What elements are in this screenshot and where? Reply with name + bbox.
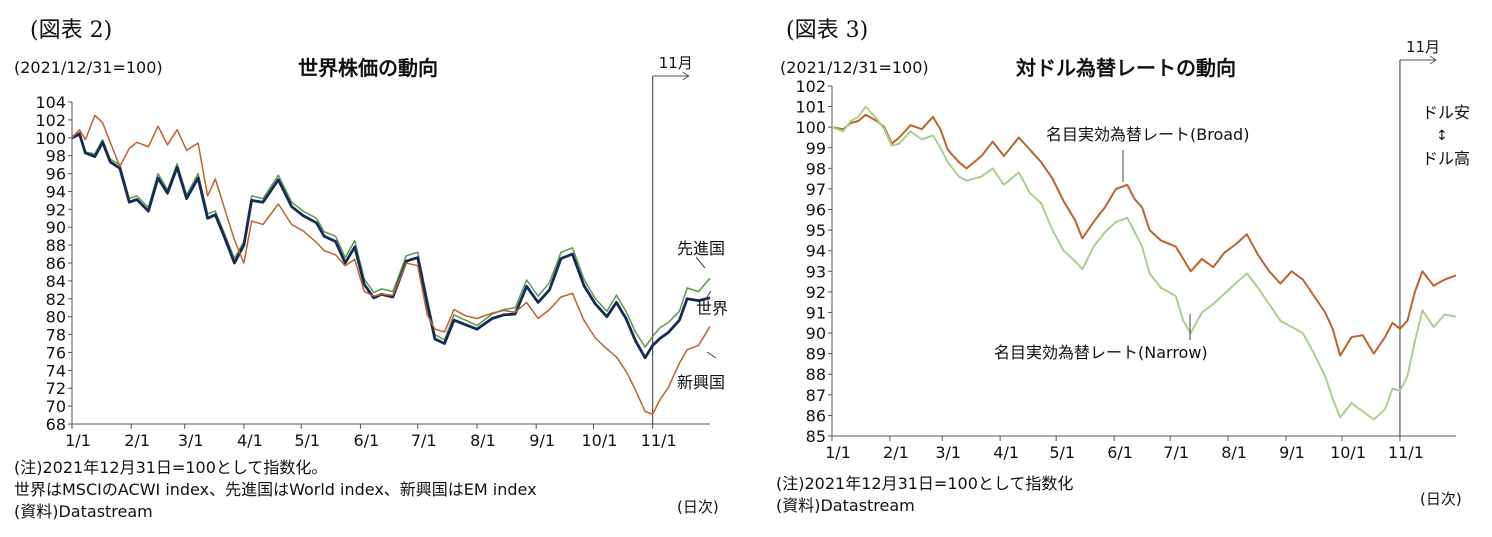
y-tick-label: 84 bbox=[46, 272, 66, 291]
y-tick-label: 97 bbox=[806, 180, 826, 199]
y-tick-label: 98 bbox=[46, 147, 66, 166]
figure-label: (図表 2) bbox=[30, 18, 113, 43]
y-tick-label: 91 bbox=[806, 303, 826, 322]
y-tick-label: 92 bbox=[806, 283, 826, 302]
y-tick-label: 95 bbox=[806, 221, 826, 240]
y-tick-label: 92 bbox=[46, 200, 66, 219]
annotation-arrow bbox=[695, 256, 706, 269]
x-tick-label: 8/1 bbox=[470, 431, 496, 450]
series-line bbox=[71, 132, 711, 360]
month-marker-arrowhead bbox=[1429, 55, 1437, 65]
unit-label: (日次) bbox=[1420, 490, 1462, 508]
series-annotation: 先進国 bbox=[677, 239, 725, 258]
series-line bbox=[831, 113, 1457, 357]
x-tick-label: 7/1 bbox=[411, 431, 437, 450]
y-tick-label: 85 bbox=[806, 427, 826, 446]
x-tick-label: 10/1 bbox=[582, 431, 618, 450]
chart-title: 対ドル為替レートの動向 bbox=[1016, 56, 1236, 80]
y-tick-label: 86 bbox=[46, 254, 66, 273]
month-marker-label: 11月 bbox=[1406, 38, 1440, 56]
y-tick-label: 68 bbox=[46, 415, 66, 434]
dollar-weak-label: ドル安 bbox=[1422, 103, 1470, 122]
y-tick-label: 100 bbox=[35, 129, 66, 148]
x-tick-label: 2/1 bbox=[124, 431, 150, 450]
x-tick-label: 8/1 bbox=[1221, 443, 1247, 462]
x-tick-label: 3/1 bbox=[178, 431, 204, 450]
y-tick-label: 76 bbox=[46, 343, 66, 362]
updown-arrow-icon: ↕ bbox=[1436, 128, 1448, 144]
y-tick-label: 93 bbox=[806, 262, 826, 281]
index-base-label: (2021/12/31=100) bbox=[14, 58, 163, 77]
x-tick-label: 5/1 bbox=[1049, 443, 1075, 462]
x-tick-label: 9/1 bbox=[529, 431, 555, 450]
series-annotation: 名目実効為替レート(Narrow) bbox=[994, 343, 1208, 362]
x-tick-label: 1/1 bbox=[65, 431, 91, 450]
y-tick-label: 99 bbox=[806, 139, 826, 158]
series-line bbox=[831, 105, 1457, 421]
fx-chart-panel: (図表 3) (2021/12/31=100) 対ドル為替レートの動向 85 86… bbox=[746, 0, 1492, 537]
x-tick-label: 6/1 bbox=[1107, 443, 1133, 462]
x-tick-label: 11/1 bbox=[641, 431, 677, 450]
y-tick-label: 86 bbox=[806, 406, 826, 425]
y-tick-label: 72 bbox=[46, 379, 66, 398]
x-tick-label: 1/1 bbox=[825, 443, 851, 462]
x-tick-label: 5/1 bbox=[294, 431, 320, 450]
series-line bbox=[71, 131, 711, 348]
y-tick-label: 104 bbox=[35, 93, 66, 112]
y-tick-label: 82 bbox=[46, 290, 66, 309]
note-line: 世界はMSCIのACWI index、先進国はWorld index、新興国はE… bbox=[14, 480, 537, 499]
y-tick-label: 102 bbox=[35, 111, 66, 130]
index-base-label: (2021/12/31=100) bbox=[780, 58, 929, 77]
y-tick-label: 100 bbox=[795, 118, 826, 137]
x-tick-label: 4/1 bbox=[237, 431, 263, 450]
annotation-arrow bbox=[706, 351, 717, 359]
x-tick-label: 7/1 bbox=[1163, 443, 1189, 462]
y-tick-label: 96 bbox=[806, 201, 826, 220]
x-tick-label: 2/1 bbox=[883, 443, 909, 462]
y-tick-label: 87 bbox=[806, 386, 826, 405]
source-line: (資料)Datastream bbox=[14, 502, 153, 521]
y-tick-label: 88 bbox=[46, 236, 66, 255]
month-marker-arrowhead bbox=[682, 71, 690, 81]
y-tick-label: 70 bbox=[46, 397, 66, 416]
y-tick-label: 90 bbox=[806, 324, 826, 343]
stock-chart-svg: 6870727476788082848688909294969810010210… bbox=[35, 54, 728, 450]
x-tick-label: 10/1 bbox=[1330, 443, 1366, 462]
x-tick-label: 4/1 bbox=[993, 443, 1019, 462]
x-tick-label: 9/1 bbox=[1279, 443, 1305, 462]
series-annotation: 世界 bbox=[696, 299, 728, 318]
y-tick-label: 98 bbox=[806, 159, 826, 178]
series-annotation: 名目実効為替レート(Broad) bbox=[1046, 125, 1249, 144]
series-line bbox=[71, 114, 711, 415]
note-line: (注)2021年12月31日=100として指数化。 bbox=[14, 458, 328, 477]
stock-chart-panel: (図表 2) (2021/12/31=100) 世界株価の動向 68 70 72 74… bbox=[14, 18, 728, 521]
y-tick-label: 88 bbox=[806, 365, 826, 384]
y-tick-label: 102 bbox=[795, 77, 826, 96]
x-tick-label: 3/1 bbox=[935, 443, 961, 462]
y-tick-label: 96 bbox=[46, 165, 66, 184]
note-line: (注)2021年12月31日=100として指数化 bbox=[776, 474, 1074, 493]
dollar-strong-label: ドル高 bbox=[1422, 149, 1470, 168]
y-tick-label: 89 bbox=[806, 345, 826, 364]
y-tick-label: 94 bbox=[46, 182, 66, 201]
x-tick-label: 11/1 bbox=[1388, 443, 1424, 462]
y-tick-label: 78 bbox=[46, 326, 66, 345]
series-annotation: 新興国 bbox=[677, 373, 725, 392]
figure-label: (図表 3) bbox=[786, 18, 869, 43]
y-tick-label: 94 bbox=[806, 242, 826, 261]
unit-label: (日次) bbox=[677, 498, 719, 516]
chart-title: 世界株価の動向 bbox=[298, 56, 438, 80]
y-tick-label: 74 bbox=[46, 361, 66, 380]
source-line: (資料)Datastream bbox=[776, 496, 915, 515]
annotation-arrow bbox=[704, 290, 712, 301]
month-marker-label: 11月 bbox=[659, 54, 693, 72]
y-tick-label: 90 bbox=[46, 218, 66, 237]
x-tick-label: 6/1 bbox=[354, 431, 380, 450]
y-tick-label: 101 bbox=[795, 98, 826, 117]
y-tick-label: 80 bbox=[46, 308, 66, 327]
